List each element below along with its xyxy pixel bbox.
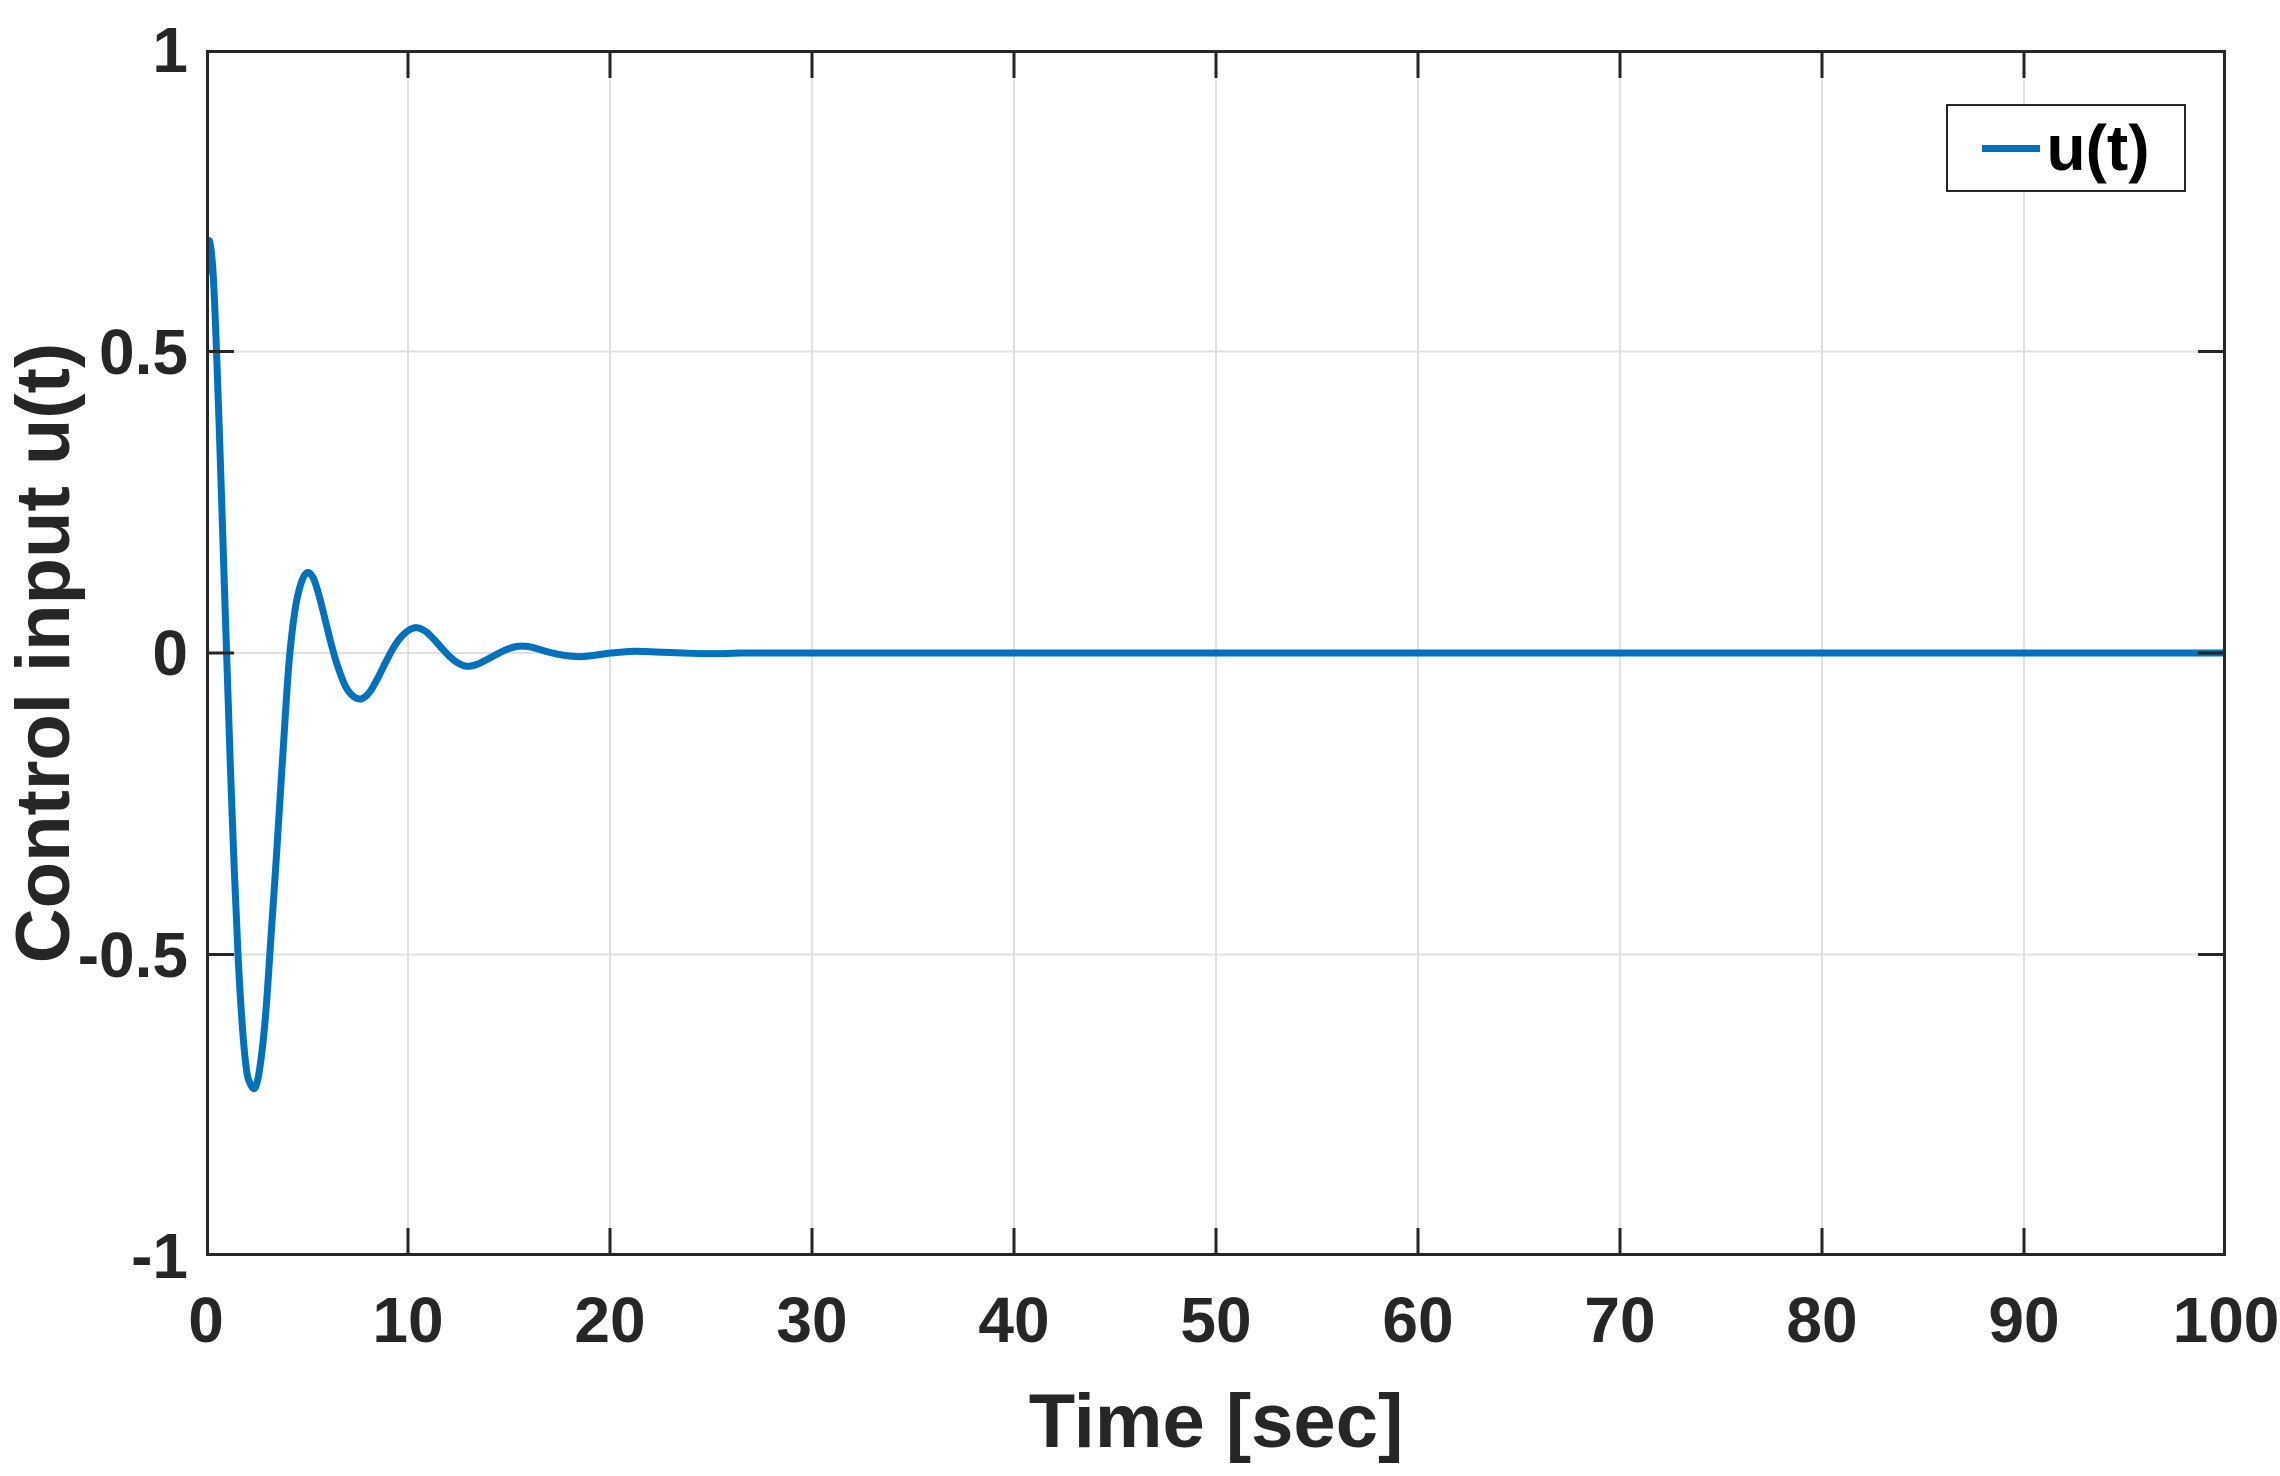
x-tick-label: 60 (1382, 1284, 1454, 1356)
x-tick-label: 10 (372, 1284, 444, 1356)
legend-line-sample (1982, 144, 2041, 152)
x-tick-label: 90 (1988, 1284, 2060, 1356)
x-tick-label: 0 (188, 1284, 224, 1356)
x-tick-label: 40 (978, 1284, 1050, 1356)
y-tick-label: 0 (152, 617, 188, 689)
x-tick-label: 50 (1180, 1284, 1252, 1356)
plot-canvas (206, 50, 2226, 1256)
x-tick-label: 80 (1786, 1284, 1858, 1356)
axes-box (206, 50, 2226, 1256)
x-axis-label: Time [sec] (1028, 1379, 1404, 1464)
y-tick-label: 1 (152, 14, 188, 86)
plot-area: u(t) (206, 50, 2226, 1256)
series-line-ut (206, 237, 2226, 1093)
x-tick-label: 100 (2172, 1284, 2280, 1356)
legend-label: u(t) (2046, 112, 2150, 184)
y-tick-label: 0.5 (99, 315, 188, 388)
x-tick-label: 30 (776, 1284, 848, 1356)
x-tick-label: 20 (574, 1284, 646, 1356)
y-tick-label: -1 (131, 1220, 188, 1292)
x-tick-label: 70 (1584, 1284, 1656, 1356)
y-tick-label: -0.5 (77, 918, 188, 991)
legend: u(t) (1946, 104, 2186, 192)
